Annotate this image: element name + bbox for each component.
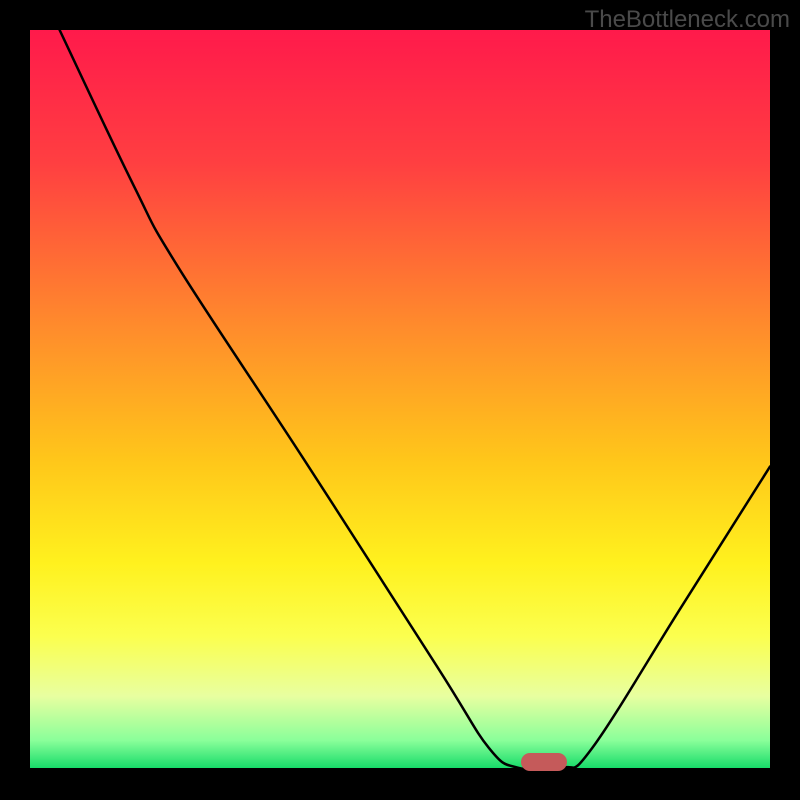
bottleneck-chart xyxy=(30,30,770,770)
chart-frame: TheBottleneck.com xyxy=(0,0,800,800)
target-marker xyxy=(521,753,567,771)
plot-area xyxy=(30,30,770,770)
gradient-background xyxy=(30,30,770,770)
